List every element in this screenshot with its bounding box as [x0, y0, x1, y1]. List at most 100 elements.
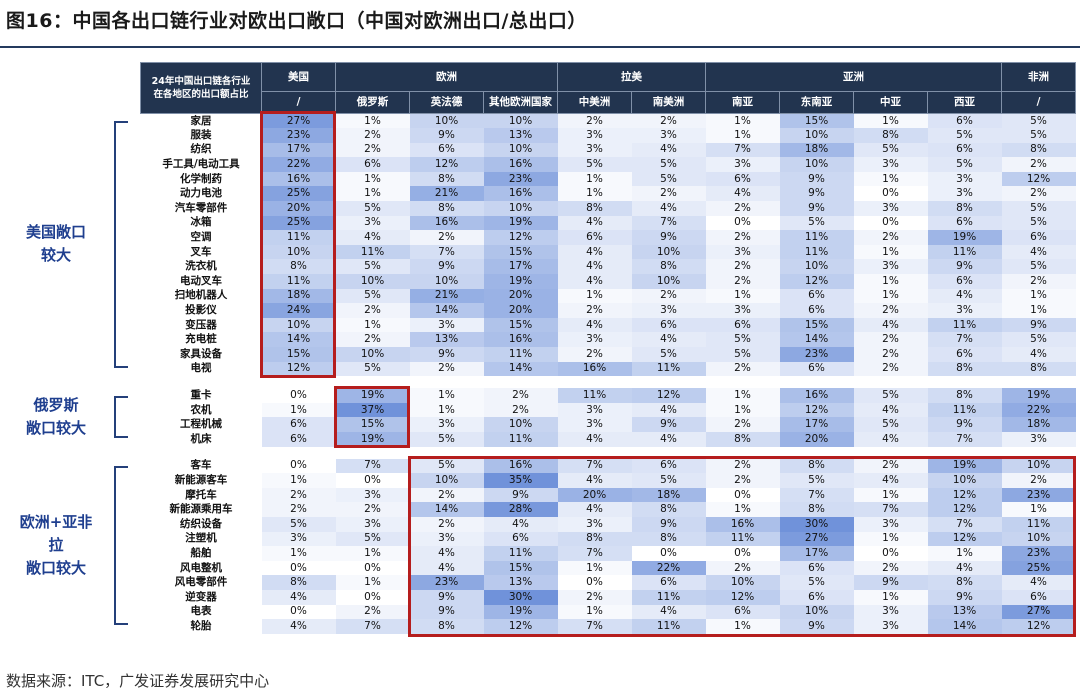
- share-cell: 2%: [335, 142, 410, 158]
- source-note: 数据来源：ITC，广发证券发展研究中心: [6, 672, 270, 690]
- share-cell: 3%: [631, 128, 706, 143]
- industry-label: 纺织设备: [140, 516, 262, 532]
- share-cell: 4%: [557, 473, 632, 488]
- share-cell: 5%: [853, 142, 928, 158]
- share-cell: 12%: [483, 619, 558, 634]
- share-cell: 6%: [779, 560, 854, 576]
- share-cell: 4%: [261, 619, 336, 634]
- share-cell: 5%: [409, 431, 484, 447]
- share-cell: 2%: [1001, 274, 1076, 289]
- industry-label: 电表: [140, 604, 262, 620]
- share-cell: 4%: [631, 201, 706, 216]
- share-cell: 4%: [705, 186, 780, 202]
- table-row: 服装 23% 2% 9% 13% 3% 3% 1% 10% 8% 5% 5%: [140, 128, 1076, 143]
- table-row: 化学制药 16% 1% 8% 23% 1% 5% 6% 9% 1% 3% 12%: [140, 171, 1076, 187]
- share-cell: 1%: [335, 186, 410, 202]
- share-cell: 8%: [853, 128, 928, 143]
- share-cell: 19%: [483, 604, 558, 620]
- share-cell: 1%: [557, 171, 632, 187]
- share-cell: 2%: [853, 347, 928, 362]
- figure-title: 图16：中国各出口链行业对欧出口敞口（中国对欧洲出口/总出口）: [6, 10, 587, 32]
- share-cell: 3%: [409, 317, 484, 333]
- table-row: 纺织设备 5% 3% 2% 4% 3% 9% 16% 30% 3% 7% 11%: [140, 516, 1076, 532]
- share-cell: 11%: [779, 244, 854, 260]
- group-brace: [114, 466, 128, 626]
- share-cell: 3%: [853, 619, 928, 634]
- share-cell: 6%: [483, 531, 558, 547]
- industry-label: 手工具/电动工具: [140, 157, 262, 172]
- subregion-header: /: [1001, 91, 1076, 114]
- share-cell: 23%: [1001, 487, 1076, 503]
- share-cell: 3%: [705, 157, 780, 172]
- share-cell: 6%: [261, 431, 336, 447]
- share-cell: 1%: [705, 288, 780, 304]
- share-cell: 9%: [483, 487, 558, 503]
- share-cell: 7%: [779, 487, 854, 503]
- share-cell: 2%: [853, 230, 928, 245]
- share-cell: 6%: [705, 171, 780, 187]
- group-label: 美国敞口 较大: [25, 223, 86, 265]
- share-cell: 5%: [335, 361, 410, 377]
- share-cell: 7%: [853, 502, 928, 517]
- share-cell: 20%: [483, 303, 558, 318]
- share-cell: 8%: [779, 458, 854, 474]
- share-cell: 2%: [557, 113, 632, 129]
- title-divider: [0, 46, 1080, 48]
- share-cell: 10%: [631, 244, 706, 260]
- share-cell: 7%: [705, 142, 780, 158]
- table-row: 摩托车 2% 3% 2% 9% 20% 18% 0% 7% 1% 12% 23%: [140, 487, 1076, 503]
- group-brace: [114, 121, 128, 368]
- share-cell: 10%: [779, 157, 854, 172]
- share-cell: 0%: [261, 458, 336, 474]
- industry-label: 轮胎: [140, 619, 262, 634]
- share-cell: 1%: [705, 388, 780, 403]
- share-cell: 18%: [1001, 417, 1076, 432]
- share-cell: 2%: [335, 303, 410, 318]
- share-cell: 2%: [335, 604, 410, 620]
- subregion-header: 南美洲: [631, 91, 706, 114]
- share-cell: 4%: [853, 431, 928, 447]
- share-cell: 2%: [557, 589, 632, 605]
- table-row: 电视 12% 5% 2% 14% 16% 11% 2% 6% 2% 8% 8%: [140, 361, 1076, 377]
- share-cell: 22%: [631, 560, 706, 576]
- industry-label: 工程机械: [140, 417, 262, 432]
- share-cell: 2%: [631, 288, 706, 304]
- share-cell: 5%: [853, 417, 928, 432]
- share-cell: 6%: [409, 142, 484, 158]
- share-cell: 4%: [557, 317, 632, 333]
- share-cell: 1%: [853, 244, 928, 260]
- group-spacer: [140, 446, 1076, 459]
- share-cell: 8%: [261, 259, 336, 275]
- share-cell: 15%: [779, 317, 854, 333]
- share-cell: 11%: [705, 531, 780, 547]
- share-cell: 20%: [779, 431, 854, 447]
- share-cell: 18%: [631, 487, 706, 503]
- share-cell: 5%: [631, 473, 706, 488]
- share-cell: 12%: [927, 502, 1002, 517]
- share-cell: 0%: [335, 560, 410, 576]
- share-cell: 3%: [557, 128, 632, 143]
- share-cell: 11%: [261, 274, 336, 289]
- share-cell: 6%: [927, 142, 1002, 158]
- share-cell: 4%: [335, 230, 410, 245]
- share-cell: 13%: [483, 575, 558, 590]
- table-row: 家具设备 15% 10% 9% 11% 2% 5% 5% 23% 2% 6% 4%: [140, 347, 1076, 362]
- industry-label: 空调: [140, 230, 262, 245]
- share-cell: 1%: [1001, 288, 1076, 304]
- share-cell: 3%: [557, 142, 632, 158]
- share-cell: 8%: [779, 502, 854, 517]
- table-row: 客车 0% 7% 5% 16% 7% 6% 2% 8% 2% 19% 10%: [140, 458, 1076, 474]
- subregion-header: 西亚: [927, 91, 1002, 114]
- share-cell: 3%: [705, 303, 780, 318]
- table-row: 扫地机器人 18% 5% 21% 20% 1% 2% 1% 6% 1% 4% 1%: [140, 288, 1076, 304]
- share-cell: 4%: [557, 244, 632, 260]
- share-cell: 15%: [261, 347, 336, 362]
- share-cell: 16%: [779, 388, 854, 403]
- share-cell: 4%: [557, 502, 632, 517]
- share-cell: 0%: [261, 388, 336, 403]
- share-cell: 2%: [261, 502, 336, 517]
- share-cell: 9%: [409, 128, 484, 143]
- table-row: 机床 6% 19% 5% 11% 4% 4% 8% 20% 4% 7% 3%: [140, 431, 1076, 447]
- region-header: 拉美: [557, 62, 706, 92]
- share-cell: 23%: [779, 347, 854, 362]
